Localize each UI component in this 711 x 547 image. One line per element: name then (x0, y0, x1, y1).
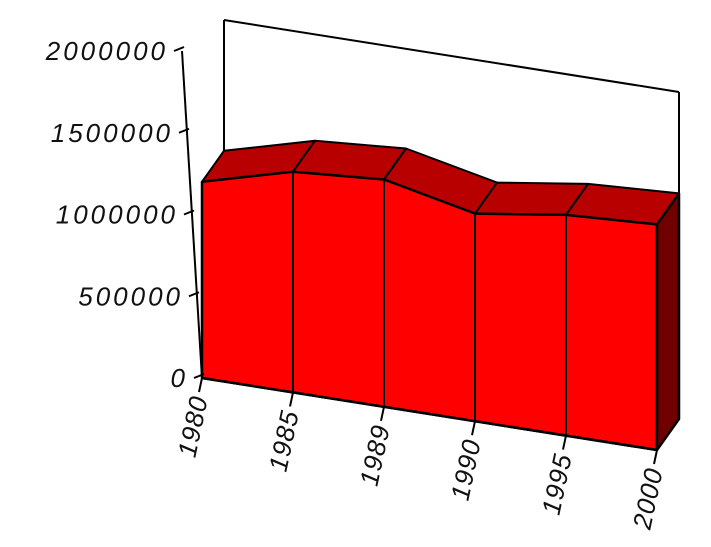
x-tick-label: 1985 (263, 407, 305, 474)
y-tick-mark (174, 47, 184, 51)
y-tick-label: 2000000 (45, 36, 168, 66)
y-tick-label: 0 (171, 363, 188, 393)
area-side-surface (657, 193, 679, 450)
x-tick-mark (199, 378, 202, 392)
x-tick-label: 1980 (172, 393, 214, 460)
back-wall-top-edge (224, 20, 679, 92)
y-axis-ticks: 0 500000 1000000 1500000 2000000 (45, 36, 204, 393)
x-tick-label: 1995 (536, 451, 578, 518)
x-tick-label: 1989 (354, 422, 396, 489)
y-tick-label: 1500000 (51, 118, 173, 148)
y-tick-label: 500000 (78, 281, 183, 311)
x-tick-mark (472, 421, 475, 435)
x-tick-mark (563, 436, 566, 450)
area-side-face (657, 193, 679, 450)
x-tick-mark (290, 392, 293, 406)
x-tick-mark (381, 407, 384, 421)
x-tick-label: 1990 (445, 436, 487, 503)
y-tick-label: 1000000 (56, 200, 178, 230)
x-tick-mark (654, 450, 657, 464)
x-tick-label: 2000 (626, 465, 668, 533)
